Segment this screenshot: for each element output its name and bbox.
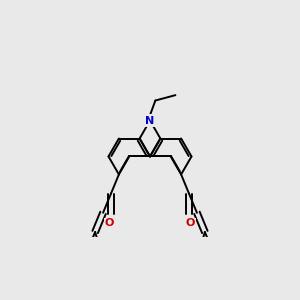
Text: O: O	[105, 218, 114, 228]
Text: N: N	[146, 116, 154, 126]
Text: O: O	[186, 218, 195, 228]
